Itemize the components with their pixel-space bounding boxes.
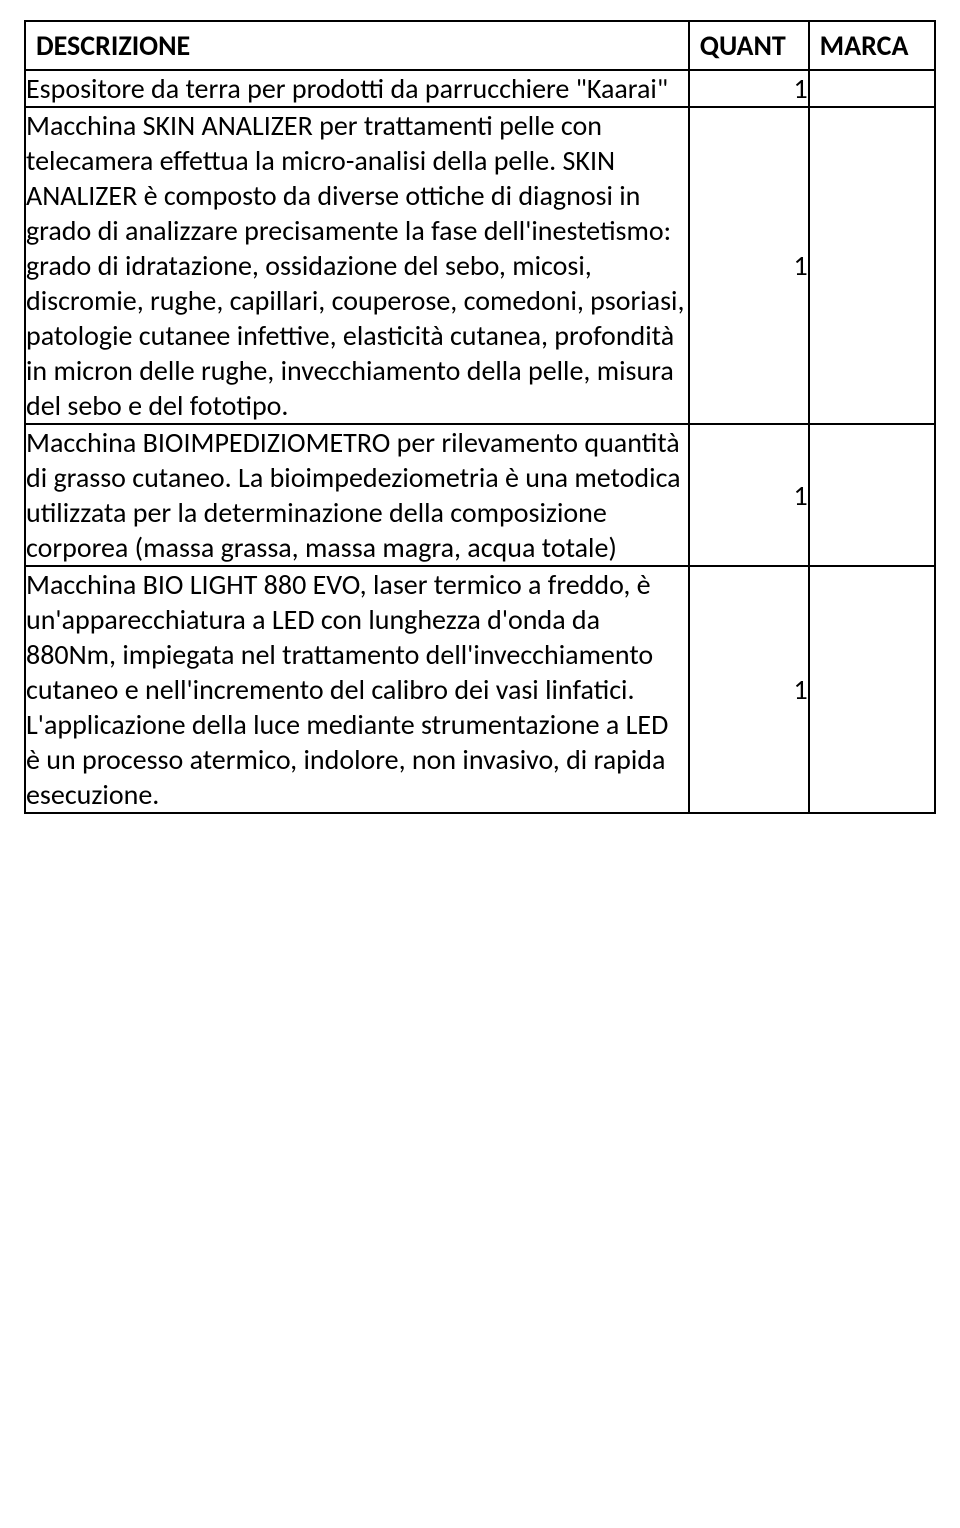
cell-descrizione: Macchina BIO LIGHT 880 EVO, laser termic…: [25, 566, 689, 813]
table-row: Macchina BIOIMPEDIZIOMETRO per rilevamen…: [25, 424, 935, 566]
cell-descrizione: Macchina BIOIMPEDIZIOMETRO per rilevamen…: [25, 424, 689, 566]
header-marca: MARCA: [809, 21, 935, 70]
table-header-row: DESCRIZIONE QUANT MARCA: [25, 21, 935, 70]
table-row: Macchina BIO LIGHT 880 EVO, laser termic…: [25, 566, 935, 813]
cell-descrizione: Espositore da terra per prodotti da parr…: [25, 70, 689, 107]
cell-marca: [809, 70, 935, 107]
table-row: Macchina SKIN ANALIZER per trattamenti p…: [25, 107, 935, 424]
cell-marca: [809, 107, 935, 424]
document-page: DESCRIZIONE QUANT MARCA Espositore da te…: [0, 0, 960, 834]
equipment-table: DESCRIZIONE QUANT MARCA Espositore da te…: [24, 20, 936, 814]
cell-quant: 1: [689, 424, 809, 566]
cell-quant: 1: [689, 107, 809, 424]
header-quant: QUANT: [689, 21, 809, 70]
cell-quant: 1: [689, 70, 809, 107]
table-row: Espositore da terra per prodotti da parr…: [25, 70, 935, 107]
cell-marca: [809, 424, 935, 566]
header-descrizione: DESCRIZIONE: [25, 21, 689, 70]
cell-quant: 1: [689, 566, 809, 813]
cell-descrizione: Macchina SKIN ANALIZER per trattamenti p…: [25, 107, 689, 424]
cell-marca: [809, 566, 935, 813]
